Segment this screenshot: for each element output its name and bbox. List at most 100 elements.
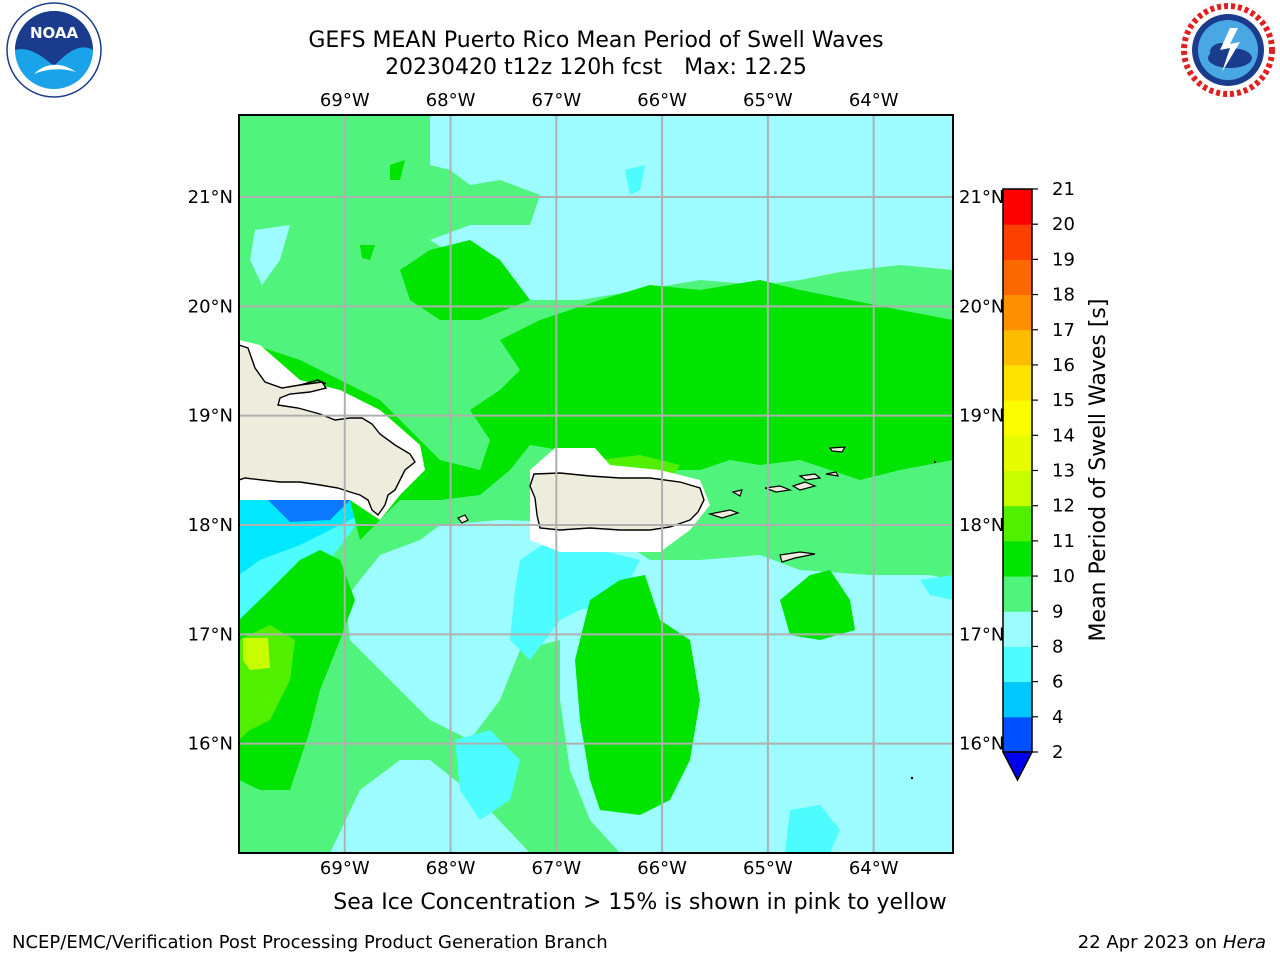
colorbar-tick-label: 2 bbox=[1052, 742, 1063, 763]
contour-8-9-se bbox=[690, 590, 790, 720]
forecast-time: 20230420 t12z 120h fcst bbox=[385, 55, 663, 80]
colorbar-segment bbox=[1003, 294, 1032, 331]
colorbar-tick-label: 20 bbox=[1052, 214, 1075, 235]
colorbar-segment bbox=[1003, 646, 1032, 683]
contour-10-11-north bbox=[400, 240, 530, 320]
contour-6-8-b bbox=[455, 730, 520, 820]
land-st-john bbox=[791, 481, 817, 491]
run-date: 22 Apr 2023 on Hera bbox=[1078, 932, 1266, 953]
colorbar-segment bbox=[1003, 400, 1032, 436]
colorbar-tick-label: 18 bbox=[1052, 285, 1075, 306]
noaa-logo: NOAA bbox=[6, 2, 102, 98]
lat-label-left: 19°N bbox=[188, 406, 233, 427]
noaa-logo-text: NOAA bbox=[30, 24, 79, 42]
max-value: Max: 12.25 bbox=[684, 55, 807, 80]
contour-6-8-a bbox=[510, 540, 640, 660]
colorbar-under-arrow bbox=[1001, 751, 1034, 782]
producer-credit: NCEP/EMC/Verification Post Processing Pr… bbox=[12, 932, 608, 953]
lon-label-top: 68°W bbox=[426, 90, 476, 111]
nws-logo bbox=[1180, 2, 1276, 98]
lat-label-right: 21°N bbox=[959, 187, 1004, 208]
colorbar-tick-label: 9 bbox=[1052, 601, 1063, 622]
lat-label-right: 18°N bbox=[959, 515, 1004, 536]
chart-title: GEFS MEAN Puerto Rico Mean Period of Swe… bbox=[308, 28, 884, 53]
lat-tick-labels-right: 21°N 20°N 19°N 18°N 17°N 16°N bbox=[959, 187, 1004, 755]
lat-label-left: 16°N bbox=[188, 734, 233, 755]
land-culebra bbox=[731, 489, 743, 497]
contour-12-13 bbox=[243, 638, 270, 670]
lon-label-bottom: 67°W bbox=[531, 858, 581, 879]
land-anegada bbox=[828, 446, 847, 453]
lat-label-right: 16°N bbox=[959, 734, 1004, 755]
contour-field bbox=[239, 115, 953, 853]
colorbar-segment bbox=[1003, 576, 1032, 612]
colorbar-tick-label: 6 bbox=[1052, 672, 1063, 693]
colorbar-segment bbox=[1003, 259, 1032, 296]
colorbar-segment bbox=[1003, 189, 1032, 225]
lat-label-right: 20°N bbox=[959, 296, 1004, 317]
colorbar-tick-label: 16 bbox=[1052, 355, 1075, 376]
lon-label-top: 66°W bbox=[637, 90, 687, 111]
land-islet-south bbox=[910, 776, 914, 780]
colorbar-tick-label: 10 bbox=[1052, 566, 1075, 587]
colorbar-tick-label: 12 bbox=[1052, 496, 1075, 517]
lon-label-top: 69°W bbox=[320, 90, 370, 111]
colorbar-segment bbox=[1003, 681, 1032, 718]
colorbar-segment bbox=[1003, 224, 1032, 260]
lon-label-bottom: 68°W bbox=[426, 858, 476, 879]
colorbar-segment bbox=[1003, 716, 1032, 753]
lat-label-left: 20°N bbox=[188, 296, 233, 317]
lon-label-top: 64°W bbox=[849, 90, 899, 111]
contour-6-8-e bbox=[920, 575, 953, 600]
plot-frame bbox=[238, 114, 954, 854]
lat-label-left: 17°N bbox=[188, 624, 233, 645]
land-puerto-rico bbox=[529, 472, 705, 531]
land-hispaniola bbox=[239, 344, 416, 517]
colorbar-segment bbox=[1003, 540, 1032, 577]
chart-subtitle: 20230420 t12z 120h fcst Max: 12.25 bbox=[296, 55, 896, 81]
lon-label-bottom: 65°W bbox=[743, 858, 793, 879]
contour-8-9-sw bbox=[330, 760, 530, 853]
colorbar-tick-label: 4 bbox=[1052, 707, 1063, 728]
lon-label-bottom: 64°W bbox=[849, 858, 899, 879]
colorbar-segment bbox=[1003, 435, 1032, 471]
lon-label-top: 65°W bbox=[743, 90, 793, 111]
land-st-thomas bbox=[764, 485, 793, 493]
lon-label-bottom: 69°W bbox=[320, 858, 370, 879]
contour-10-11-ne-dot bbox=[390, 160, 405, 180]
contour-10-11-se bbox=[780, 570, 855, 640]
colorbar-tick-label: 17 bbox=[1052, 320, 1075, 341]
land-hispaniola-north-coast bbox=[299, 379, 327, 386]
colorbar-segment bbox=[1003, 364, 1032, 401]
lat-label-left: 21°N bbox=[188, 187, 233, 208]
contour-2-4 bbox=[268, 500, 350, 522]
contour-6-8-f bbox=[625, 165, 645, 195]
colorbar-segment bbox=[1003, 329, 1032, 366]
lat-label-right: 19°N bbox=[959, 406, 1004, 427]
run-date-text: 22 Apr 2023 on bbox=[1077, 932, 1218, 953]
colorbar: 2 4 6 8 9 10 11 12 13 14 15 16 17 18 19 20 21 bbox=[1001, 179, 1075, 782]
lat-tick-labels-left: 21°N 20°N 19°N 18°N 17°N 16°N bbox=[188, 187, 233, 755]
contour-10-11-sw bbox=[239, 550, 355, 790]
contour-6-8-c bbox=[785, 805, 840, 853]
land-islet bbox=[933, 460, 937, 464]
lon-label-bottom: 66°W bbox=[637, 858, 687, 879]
colorbar-tick-label: 14 bbox=[1052, 425, 1075, 446]
colorbar-segment bbox=[1003, 505, 1032, 542]
colorbar-tick-label: 19 bbox=[1052, 249, 1075, 270]
lon-label-top: 67°W bbox=[531, 90, 581, 111]
lon-tick-labels-top: 69°W 68°W 67°W 66°W 65°W 64°W bbox=[320, 90, 899, 111]
colorbar-tick-label: 15 bbox=[1052, 390, 1075, 411]
colorbar-segment bbox=[1003, 470, 1032, 507]
colorbar-label: Mean Period of Swell Waves [s] bbox=[1086, 299, 1111, 642]
colorbar-tick-label: 21 bbox=[1052, 179, 1075, 200]
colorbar-segment bbox=[1003, 611, 1032, 647]
lon-tick-labels-bottom: 69°W 68°W 67°W 66°W 65°W 64°W bbox=[320, 858, 899, 879]
colorbar-tick-label: 11 bbox=[1052, 531, 1075, 552]
lat-label-right: 17°N bbox=[959, 624, 1004, 645]
sea-ice-caption: Sea Ice Concentration > 15% is shown in … bbox=[333, 890, 947, 915]
land-mona-island bbox=[457, 514, 469, 524]
colorbar-tick-label: 8 bbox=[1052, 636, 1063, 657]
land-virgin-gorda bbox=[825, 471, 840, 477]
